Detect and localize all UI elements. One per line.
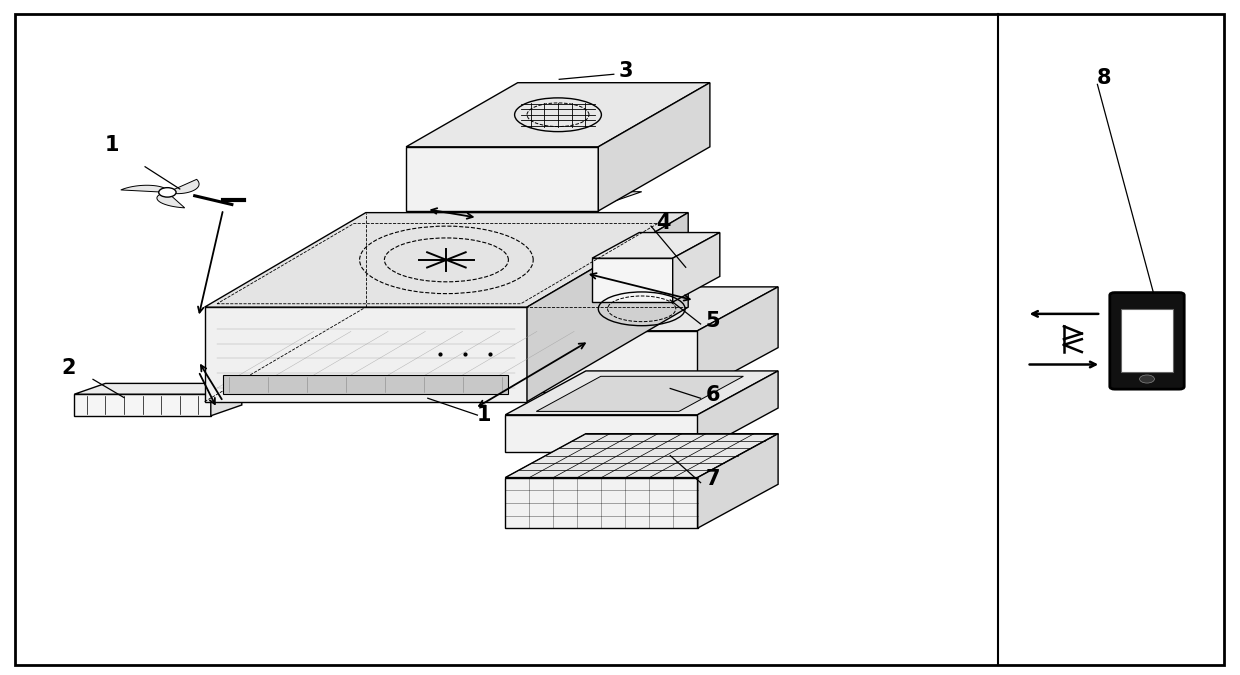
Polygon shape <box>697 371 779 452</box>
Bar <box>1121 309 1173 371</box>
Polygon shape <box>593 259 672 302</box>
Polygon shape <box>167 180 200 194</box>
Polygon shape <box>506 478 697 528</box>
Bar <box>223 375 508 394</box>
Circle shape <box>159 188 176 197</box>
Polygon shape <box>211 383 242 416</box>
Polygon shape <box>599 83 709 211</box>
Polygon shape <box>527 213 688 402</box>
Polygon shape <box>120 185 167 192</box>
Polygon shape <box>672 232 719 302</box>
Polygon shape <box>506 414 697 452</box>
Text: 5: 5 <box>706 310 720 331</box>
Polygon shape <box>593 232 719 259</box>
Text: 6: 6 <box>706 385 720 405</box>
Text: 1: 1 <box>104 135 119 155</box>
Polygon shape <box>407 83 709 147</box>
Polygon shape <box>506 287 779 331</box>
Polygon shape <box>205 213 688 307</box>
Polygon shape <box>157 192 185 208</box>
Text: 7: 7 <box>706 469 720 489</box>
Text: 4: 4 <box>656 213 671 233</box>
Polygon shape <box>74 394 211 416</box>
Text: 2: 2 <box>61 358 76 378</box>
Text: 8: 8 <box>1096 68 1111 88</box>
Polygon shape <box>407 147 599 211</box>
Polygon shape <box>536 377 744 411</box>
Text: 3: 3 <box>619 61 634 81</box>
Polygon shape <box>506 434 779 478</box>
Polygon shape <box>419 192 642 211</box>
Polygon shape <box>697 434 779 528</box>
FancyBboxPatch shape <box>1110 293 1184 389</box>
Polygon shape <box>205 307 527 402</box>
Polygon shape <box>506 331 697 392</box>
Text: 1: 1 <box>476 405 491 425</box>
Circle shape <box>1140 375 1154 383</box>
Polygon shape <box>697 287 779 392</box>
Polygon shape <box>74 383 242 394</box>
Polygon shape <box>506 371 779 414</box>
